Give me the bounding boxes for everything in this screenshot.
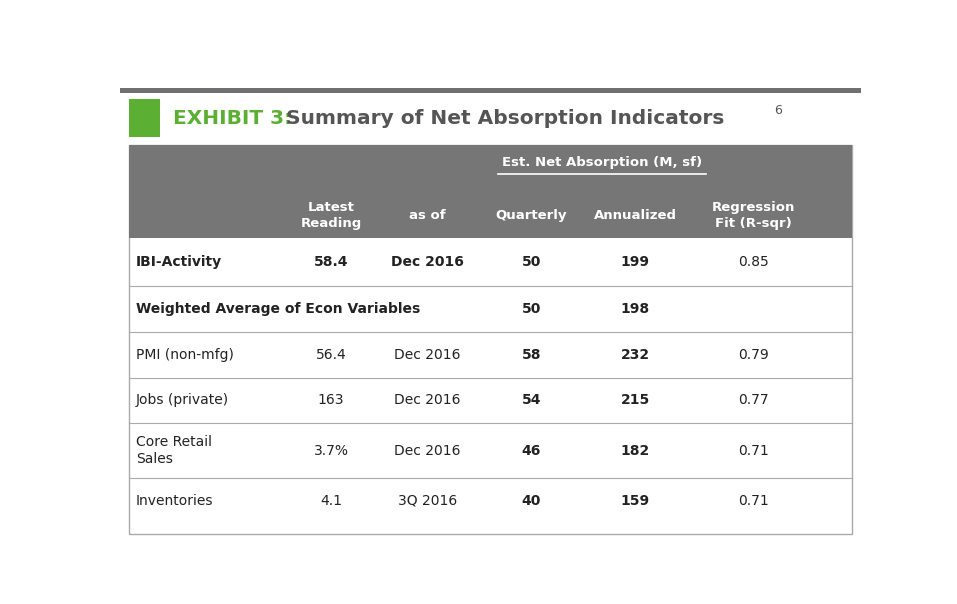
Text: 0.79: 0.79 xyxy=(739,348,769,362)
Text: 0.77: 0.77 xyxy=(739,393,769,407)
Text: 232: 232 xyxy=(620,348,650,362)
Text: 56.4: 56.4 xyxy=(316,348,346,362)
Text: Inventories: Inventories xyxy=(136,494,213,508)
Text: Summary of Net Absorption Indicators: Summary of Net Absorption Indicators xyxy=(279,109,724,129)
Text: Dec 2016: Dec 2016 xyxy=(394,348,460,362)
Text: 215: 215 xyxy=(620,393,650,407)
Text: 58.4: 58.4 xyxy=(314,255,348,269)
FancyBboxPatch shape xyxy=(128,144,853,237)
Text: 163: 163 xyxy=(318,393,345,407)
Text: 58: 58 xyxy=(522,348,541,362)
Text: Latest
Reading: Latest Reading xyxy=(300,201,362,230)
Text: 159: 159 xyxy=(620,494,650,508)
Text: 6: 6 xyxy=(774,104,782,117)
Text: Annualized: Annualized xyxy=(593,209,677,222)
Text: PMI (non-mfg): PMI (non-mfg) xyxy=(136,348,234,362)
Text: 46: 46 xyxy=(522,443,541,458)
Text: Dec 2016: Dec 2016 xyxy=(394,443,460,458)
Text: Weighted Average of Econ Variables: Weighted Average of Econ Variables xyxy=(136,302,420,316)
Text: 3.7%: 3.7% xyxy=(314,443,348,458)
Text: 50: 50 xyxy=(522,302,541,316)
Text: Regression
Fit (R-sqr): Regression Fit (R-sqr) xyxy=(712,201,795,230)
Text: Jobs (private): Jobs (private) xyxy=(136,393,229,407)
Text: Core Retail
Sales: Core Retail Sales xyxy=(136,435,211,466)
Text: 198: 198 xyxy=(620,302,650,316)
FancyBboxPatch shape xyxy=(128,144,853,534)
Text: 0.85: 0.85 xyxy=(739,255,769,269)
Text: 50: 50 xyxy=(522,255,541,269)
Text: Dec 2016: Dec 2016 xyxy=(394,393,460,407)
Text: 0.71: 0.71 xyxy=(739,494,769,508)
Text: Quarterly: Quarterly xyxy=(496,209,567,222)
Text: EXHIBIT 3:: EXHIBIT 3: xyxy=(173,109,292,129)
Text: 0.71: 0.71 xyxy=(739,443,769,458)
Text: 199: 199 xyxy=(620,255,650,269)
Text: 182: 182 xyxy=(620,443,650,458)
FancyBboxPatch shape xyxy=(120,88,861,94)
Text: IBI-Activity: IBI-Activity xyxy=(136,255,222,269)
Text: 40: 40 xyxy=(522,494,541,508)
Text: 4.1: 4.1 xyxy=(320,494,342,508)
Text: as of: as of xyxy=(409,209,446,222)
Text: Est. Net Absorption (M, sf): Est. Net Absorption (M, sf) xyxy=(501,156,701,169)
Text: Dec 2016: Dec 2016 xyxy=(391,255,464,269)
Text: 54: 54 xyxy=(522,393,541,407)
FancyBboxPatch shape xyxy=(128,98,160,137)
Text: 3Q 2016: 3Q 2016 xyxy=(398,494,457,508)
